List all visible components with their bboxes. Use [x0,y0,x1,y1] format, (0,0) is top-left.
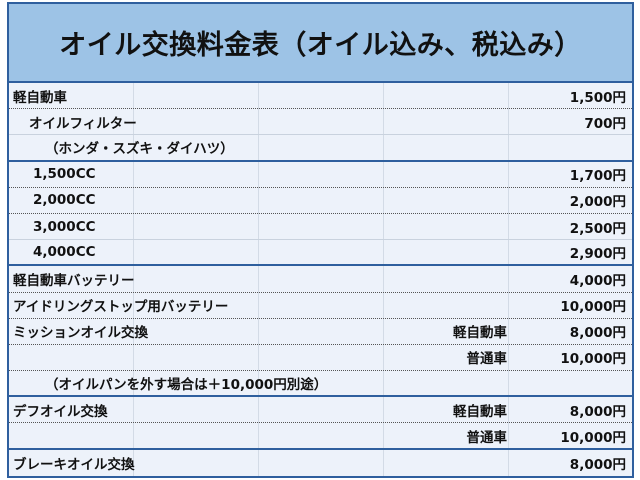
table-row: 軽自動車バッテリー 4,000円 [9,266,632,293]
row-sub-label: 軽自動車 [453,403,507,420]
row-label: 2,000CC [33,192,96,209]
table-row: ブレーキオイル交換 8,000円 [9,450,632,476]
table-header: オイル交換料金表（オイル込み、税込み） [9,4,632,83]
table-row: 1,500CC 1,700円 [9,162,632,188]
table-row: 普通車 10,000円 [9,423,632,450]
row-label: デフオイル交換 [13,403,108,420]
row-label: アイドリングストップ用バッテリー [13,299,229,316]
table-row: アイドリングストップ用バッテリー 10,000円 [9,293,632,319]
grid-line [383,83,384,476]
row-price: 8,000円 [569,325,626,342]
row-label: 4,000CC [33,244,96,261]
row-sub-label: 普通車 [466,429,508,446]
price-table: オイル交換料金表（オイル込み、税込み） 軽自動車 1,500円 オイルフィルター 7… [7,2,634,478]
table-body: 軽自動車 1,500円 オイルフィルター 700円 （ホンダ・スズキ・ダイハツ） 1… [9,83,632,476]
table-row: 3,000CC 2,500円 [9,214,632,241]
table-row: （オイルパンを外す場合は＋10,000円別途） [9,371,632,398]
table-row: オイルフィルター 700円 [9,109,632,136]
row-sub-label: 軽自動車 [453,325,507,342]
row-price: 1,500円 [569,89,626,106]
row-price: 10,000円 [560,299,626,316]
grid-line [258,83,259,476]
table-row: 普通車 10,000円 [9,345,632,372]
row-label: オイルフィルター [29,115,137,132]
row-price: 10,000円 [560,351,626,368]
row-label: （オイルパンを外す場合は＋10,000円別途） [45,377,328,394]
table-row: （ホンダ・スズキ・ダイハツ） [9,135,632,162]
row-price: 4,000円 [569,272,626,289]
row-price: 700円 [584,115,626,132]
row-price: 8,000円 [569,456,626,473]
row-sub-label: 普通車 [466,351,508,368]
row-price: 1,700円 [569,168,626,185]
row-label: 1,500CC [33,166,96,183]
row-price: 10,000円 [560,429,626,446]
row-label: ミッションオイル交換 [13,325,148,342]
row-label: ブレーキオイル交換 [13,456,135,473]
table-row: ミッションオイル交換 軽自動車 8,000円 [9,319,632,345]
table-row: 2,000CC 2,000円 [9,188,632,214]
table-row: 軽自動車 1,500円 [9,83,632,110]
row-label: 軽自動車 [13,89,67,106]
table-row: デフオイル交換 軽自動車 8,000円 [9,397,632,424]
grid-line [133,83,134,476]
row-price: 2,900円 [569,246,626,263]
grid-line [508,83,509,476]
row-price: 8,000円 [569,403,626,420]
row-price: 2,000円 [569,194,626,211]
row-label: 軽自動車バッテリー [13,272,135,289]
row-label: 3,000CC [33,218,96,235]
table-row: 4,000CC 2,900円 [9,240,632,267]
row-label: （ホンダ・スズキ・ダイハツ） [45,141,234,158]
page-title: オイル交換料金表（オイル込み、税込み） [59,30,582,61]
row-price: 2,500円 [569,220,626,237]
